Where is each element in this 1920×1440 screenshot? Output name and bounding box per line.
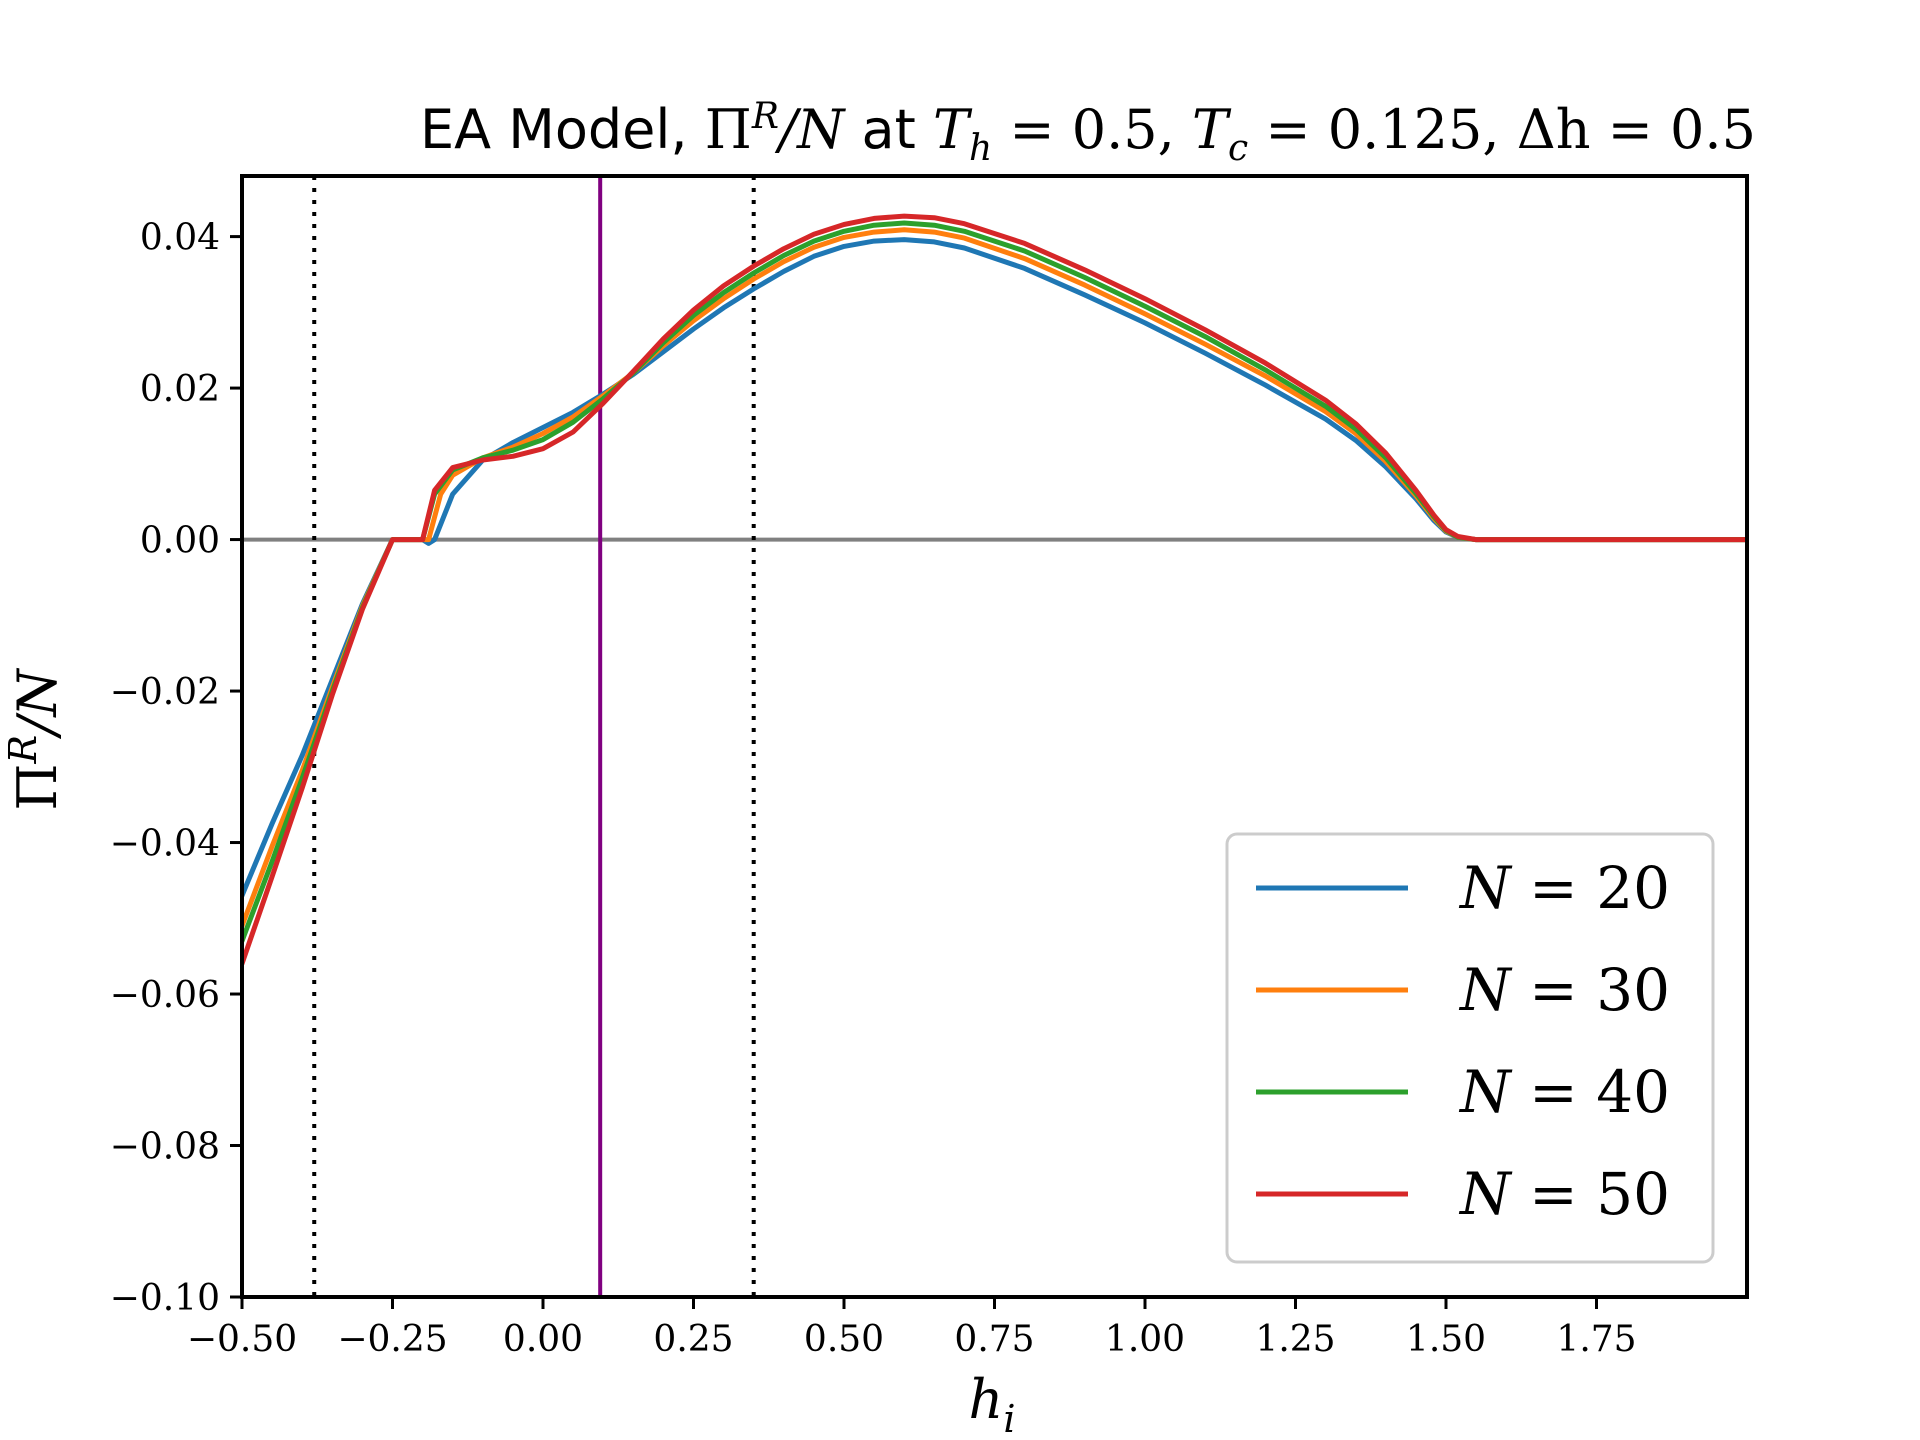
x-tick-label: 1.00 — [1105, 1319, 1185, 1360]
chart-title: EA Model, ΠR/N at Th = 0.5, Tc = 0.125, … — [420, 96, 1756, 169]
y-tick-label: −0.08 — [110, 1127, 220, 1168]
plot-content — [242, 176, 1747, 1297]
y-tick-label: −0.04 — [110, 824, 220, 865]
axis-ticks: −0.50 −0.25 0.00 0.25 0.50 0.75 1.00 1.25 1.50 1.… — [110, 218, 1637, 1360]
y-tick-label: −0.06 — [110, 975, 220, 1016]
y-tick-label: 0.00 — [140, 521, 220, 562]
legend-label: N = 50 — [1458, 1160, 1670, 1228]
x-tick-label: −0.25 — [337, 1319, 447, 1360]
x-tick-label: −0.50 — [187, 1319, 297, 1360]
legend-label: N = 20 — [1458, 854, 1670, 922]
y-tick-label: 0.04 — [140, 218, 220, 259]
x-tick-label: 0.50 — [804, 1319, 884, 1360]
x-tick-label: 1.50 — [1406, 1319, 1486, 1360]
x-tick-label: 1.25 — [1255, 1319, 1335, 1360]
y-axis-label: ΠR/N — [1, 668, 69, 811]
series-line-n50 — [242, 213, 1747, 967]
x-tick-label: 1.75 — [1556, 1319, 1636, 1360]
legend-label: N = 30 — [1458, 956, 1670, 1024]
series-line-n30 — [242, 227, 1747, 929]
legend: N = 20 N = 30 N = 40 N = 50 — [1225, 832, 1715, 1264]
x-tick-label: 0.00 — [503, 1319, 583, 1360]
y-tick-label: −0.10 — [110, 1278, 220, 1319]
y-tick-label: 0.02 — [140, 369, 220, 410]
legend-box — [1225, 832, 1715, 1264]
series-line-n20 — [242, 237, 1747, 899]
x-tick-label: 0.25 — [653, 1319, 733, 1360]
plot-area — [240, 174, 1749, 1299]
x-axis-label: hi — [969, 1368, 1016, 1440]
y-tick-label: −0.02 — [110, 672, 220, 713]
x-tick-label: 0.75 — [954, 1319, 1034, 1360]
legend-label: N = 40 — [1458, 1058, 1670, 1126]
